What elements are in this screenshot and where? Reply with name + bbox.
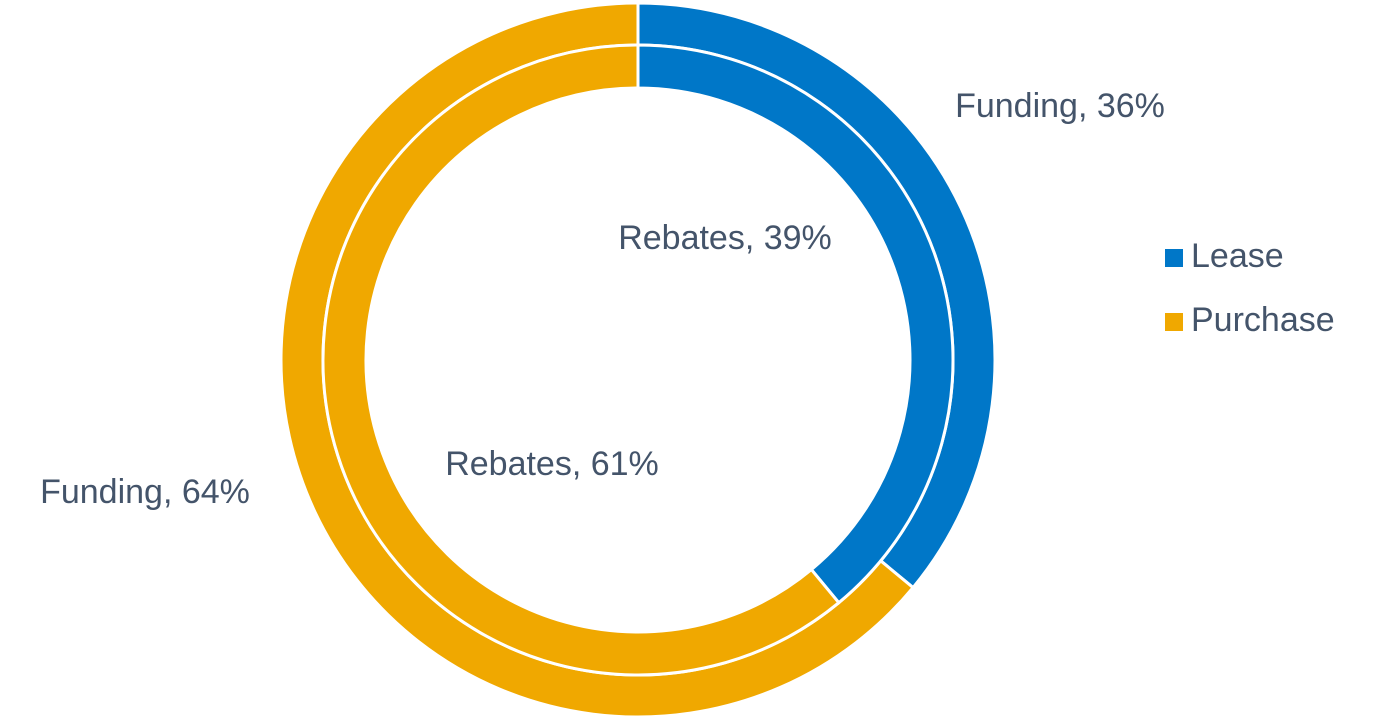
legend-swatch bbox=[1165, 313, 1183, 331]
data-label: Rebates, 39% bbox=[618, 219, 832, 257]
donut-segment bbox=[321, 43, 841, 677]
data-label: Rebates, 61% bbox=[445, 445, 659, 483]
data-label: Funding, 64% bbox=[40, 473, 250, 511]
data-label: Funding, 36% bbox=[955, 87, 1165, 125]
legend-label: Lease bbox=[1191, 237, 1284, 275]
legend-label: Purchase bbox=[1191, 301, 1335, 339]
legend-swatch bbox=[1165, 249, 1183, 267]
